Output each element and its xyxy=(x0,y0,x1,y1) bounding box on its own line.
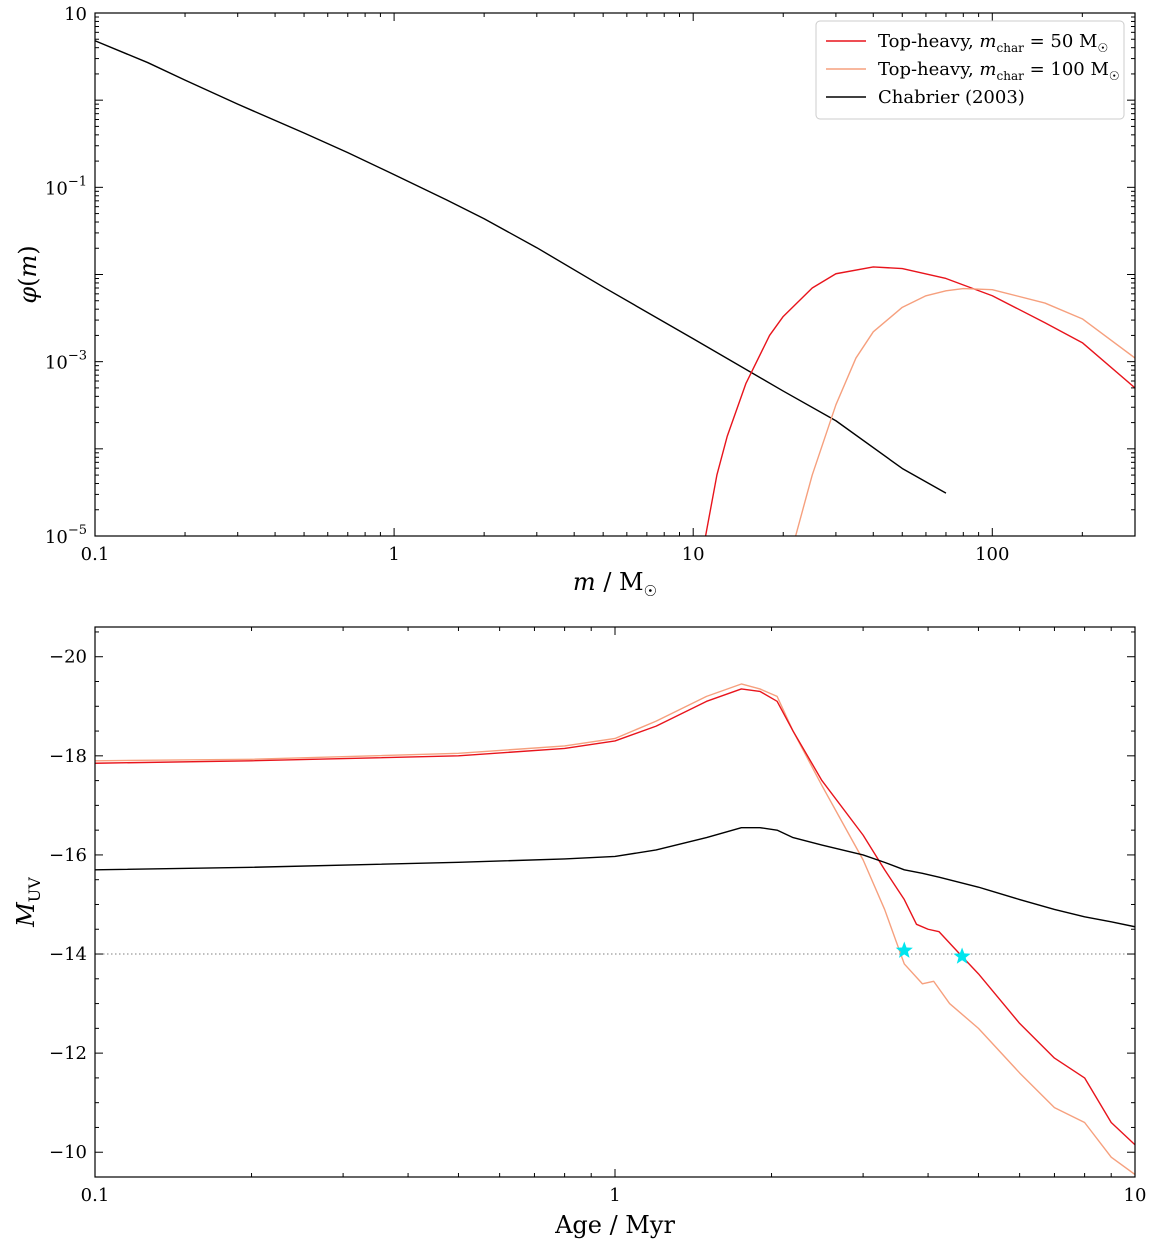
y-tick-base: 10 xyxy=(45,178,68,199)
y-label-UV: UV xyxy=(25,877,44,902)
legend-box xyxy=(815,20,1125,120)
legend-text-prefix: Top-heavy, xyxy=(878,31,979,52)
y-label-paren-open: ( xyxy=(14,277,42,286)
y-tick-label: 10 xyxy=(64,4,87,25)
y-tick-label: −18 xyxy=(49,746,87,767)
y-label-phi: φ xyxy=(14,287,42,304)
y-tick-label: 10−5 xyxy=(45,523,87,548)
y-tick-exponent: −5 xyxy=(68,523,87,538)
series-group xyxy=(95,683,1135,1176)
legend-label-1: Top-heavy, mchar = 50 M☉ xyxy=(878,31,1108,55)
series-line-2 xyxy=(704,266,1135,536)
y-tick-exponent: −1 xyxy=(68,174,87,189)
legend-text-prefix: Chabrier (2003) xyxy=(878,87,1025,108)
y-tick-base: 10 xyxy=(45,353,68,374)
y-axis-label: MUV xyxy=(12,877,44,928)
y-tick-label: −20 xyxy=(49,647,87,668)
legend-text-subscript: char xyxy=(997,41,1025,55)
x-label-m: m xyxy=(573,568,596,596)
x-axis-label: Age / Myr xyxy=(554,1211,675,1239)
axes-frame xyxy=(94,626,1136,1178)
series-line-3 xyxy=(95,826,1135,928)
legend-text-sun: ☉ xyxy=(1097,41,1108,55)
y-label-paren-close: ) xyxy=(14,245,42,254)
x-tick-label: 10 xyxy=(1124,1185,1147,1206)
x-tick-label: 0.1 xyxy=(81,1185,110,1206)
x-label-unit: / M xyxy=(596,568,644,596)
y-tick-base: 10 xyxy=(64,4,87,25)
legend-label-2: Top-heavy, mchar = 100 M☉ xyxy=(878,59,1120,83)
legend-text-suffix: = 100 M xyxy=(1024,59,1109,80)
legend-text-m: m xyxy=(979,59,996,80)
legend-text-prefix: Top-heavy, xyxy=(878,59,979,80)
star-marker-1 xyxy=(895,941,913,958)
y-label-M: M xyxy=(12,901,40,928)
y-label-m: m xyxy=(14,255,42,278)
series-line-2 xyxy=(95,688,1135,1146)
x-tick-label: 10 xyxy=(682,544,705,565)
y-tick-label: 10−3 xyxy=(45,349,87,374)
series-line-1 xyxy=(95,683,1135,1176)
legend-text-subscript: char xyxy=(997,69,1025,83)
y-tick-label: −16 xyxy=(49,845,87,866)
x-tick-label: 100 xyxy=(975,544,1009,565)
bottom-panel-muv: 0.1 1 10 −20 −18 −16 −14 −12 −10 Age / Myr MUV xyxy=(12,626,1147,1239)
x-axis-label: m / M☉ xyxy=(573,568,657,600)
x-tick-label: 0.1 xyxy=(81,544,110,565)
series-line-3 xyxy=(794,287,1135,536)
x-tick-label: 1 xyxy=(609,1185,620,1206)
legend-text-suffix: = 50 M xyxy=(1024,31,1098,52)
series-line-1 xyxy=(95,40,947,494)
star-marker-2 xyxy=(953,947,971,964)
y-axis-label: φ(m) xyxy=(14,245,42,303)
series-group xyxy=(95,40,1135,536)
y-tick-label: −14 xyxy=(49,944,87,965)
legend-text-sun: ☉ xyxy=(1109,69,1120,83)
x-label-text: Age / Myr xyxy=(554,1211,675,1239)
legend: Top-heavy, mchar = 50 M☉Top-heavy, mchar… xyxy=(815,20,1125,120)
legend-text-m: m xyxy=(979,31,996,52)
y-tick-exponent: −3 xyxy=(68,349,87,364)
y-tick-label: −12 xyxy=(49,1043,87,1064)
y-tick-label: 10−1 xyxy=(45,174,87,199)
y-tick-label: −10 xyxy=(49,1142,87,1163)
legend-label-3: Chabrier (2003) xyxy=(878,87,1025,108)
x-label-sun: ☉ xyxy=(644,582,657,600)
x-tick-label: 1 xyxy=(388,544,399,565)
y-tick-base: 10 xyxy=(45,527,68,548)
